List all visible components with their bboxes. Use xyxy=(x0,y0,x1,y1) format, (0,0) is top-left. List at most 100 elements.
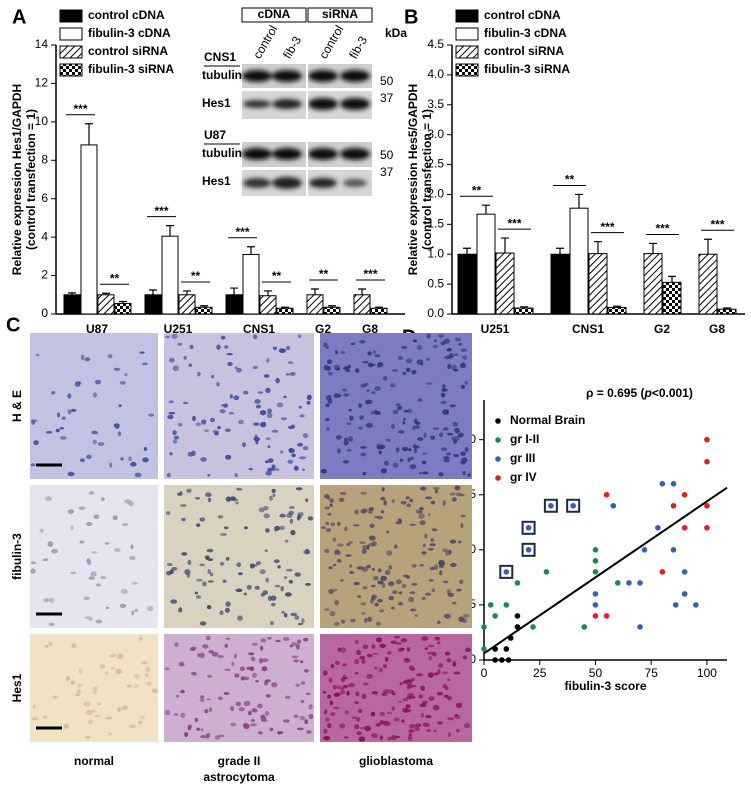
nucleus xyxy=(420,712,424,718)
nucleus xyxy=(91,430,98,435)
nucleus xyxy=(277,565,281,569)
nucleus xyxy=(383,500,387,506)
nucleus xyxy=(389,383,396,388)
nucleus xyxy=(392,409,399,415)
nucleus xyxy=(395,403,401,407)
nucleus xyxy=(134,472,142,478)
nucleus xyxy=(342,676,348,680)
bar xyxy=(97,294,115,315)
legend-label: fibulin-3 cDNA xyxy=(484,26,567,40)
nucleus xyxy=(35,353,40,357)
point xyxy=(503,569,510,575)
nucleus xyxy=(346,690,350,696)
nucleus xyxy=(418,472,423,475)
nucleus xyxy=(270,621,274,626)
nucleus xyxy=(94,715,101,718)
nucleus xyxy=(407,736,413,741)
annotation-part: p xyxy=(643,386,651,400)
nucleus xyxy=(371,644,376,649)
nucleus xyxy=(234,366,238,370)
nucleus xyxy=(384,656,389,662)
nucleus xyxy=(438,334,445,338)
nucleus xyxy=(242,442,246,448)
group-box xyxy=(241,7,307,23)
nucleus xyxy=(276,468,280,471)
nucleus xyxy=(299,715,306,721)
nucleus xyxy=(368,510,373,514)
nucleus xyxy=(377,362,384,368)
nucleus xyxy=(426,333,431,339)
nucleus xyxy=(243,526,248,530)
nucleus xyxy=(374,354,381,358)
nucleus xyxy=(409,498,414,503)
nucleus xyxy=(52,695,59,699)
nucleus xyxy=(113,367,121,371)
nucleus xyxy=(332,563,337,567)
nucleus xyxy=(294,572,301,577)
nucleus xyxy=(397,407,402,410)
nucleus xyxy=(287,459,294,464)
nucleus xyxy=(327,496,331,501)
nucleus xyxy=(257,703,263,709)
nucleus xyxy=(428,547,434,551)
nucleus xyxy=(442,409,449,415)
nucleus xyxy=(457,432,464,438)
nucleus xyxy=(438,561,446,566)
nucleus xyxy=(409,724,416,729)
nucleus xyxy=(271,429,279,433)
nucleus xyxy=(362,644,369,650)
nucleus xyxy=(401,345,408,350)
nucleus xyxy=(421,636,429,641)
nucleus xyxy=(209,417,216,423)
nucleus xyxy=(434,489,439,494)
significance-label: ** xyxy=(319,267,329,281)
nucleus xyxy=(354,639,359,645)
nucleus xyxy=(391,368,398,373)
nucleus xyxy=(274,528,278,532)
legend-label: gr III xyxy=(510,451,535,465)
nucleus xyxy=(117,707,122,713)
nucleus xyxy=(126,684,132,688)
nucleus xyxy=(283,613,288,618)
nucleus xyxy=(63,723,70,729)
nucleus xyxy=(451,497,457,502)
nucleus xyxy=(70,408,77,412)
nucleus xyxy=(447,732,452,738)
nucleus xyxy=(371,567,376,571)
nucleus xyxy=(225,454,232,460)
nucleus xyxy=(425,382,433,385)
error-bar xyxy=(575,193,583,209)
nucleus xyxy=(387,721,391,726)
point xyxy=(603,613,610,619)
nucleus xyxy=(458,342,463,346)
nucleus xyxy=(336,685,341,690)
nucleus xyxy=(388,595,395,601)
nucleus xyxy=(359,541,366,544)
point xyxy=(704,436,710,443)
error-bar xyxy=(704,238,712,255)
x-tick-label: 0 xyxy=(481,666,488,680)
nucleus xyxy=(267,458,274,463)
nucleus xyxy=(420,685,426,691)
significance-label: ** xyxy=(472,183,482,197)
error-bar xyxy=(723,307,731,310)
nucleus xyxy=(428,696,435,701)
nucleus xyxy=(409,696,416,699)
nucleus xyxy=(449,539,457,544)
nucleus xyxy=(379,643,387,648)
nucleus xyxy=(259,645,264,651)
nucleus xyxy=(380,496,386,501)
nucleus xyxy=(120,457,124,461)
bar xyxy=(276,307,294,315)
nucleus xyxy=(429,543,436,547)
nucleus xyxy=(297,442,304,447)
nucleus xyxy=(442,384,446,388)
nucleus xyxy=(142,457,149,463)
nucleus xyxy=(253,334,258,340)
bar xyxy=(495,252,515,315)
nucleus xyxy=(265,387,271,393)
nucleus xyxy=(341,619,346,624)
x-tick-label: G8 xyxy=(709,322,725,336)
nucleus xyxy=(325,346,329,349)
nucleus xyxy=(467,473,471,477)
